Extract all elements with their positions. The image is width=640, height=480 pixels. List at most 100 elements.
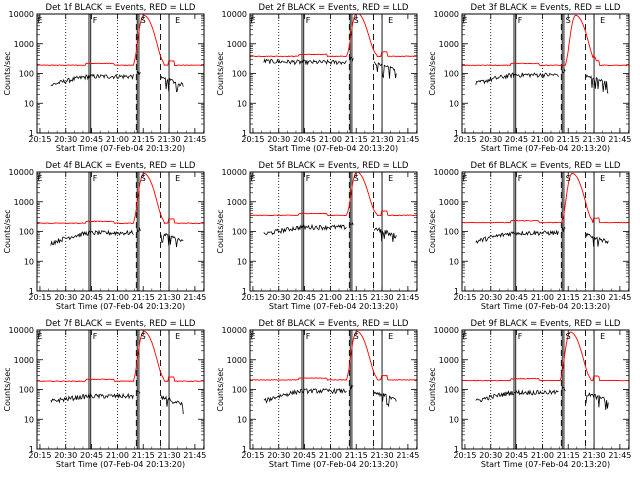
marker-label: E <box>175 332 180 341</box>
series-events-line <box>263 387 347 404</box>
series-events-line <box>349 384 354 390</box>
marker-label: S <box>141 174 146 183</box>
x-tick-label: 21:45 <box>183 451 206 460</box>
x-tick-label: 20:15 <box>28 451 51 460</box>
x-tick-label: 20:45 <box>293 293 316 302</box>
plot-area <box>462 14 629 133</box>
y-tick-label: 1000 <box>14 198 34 207</box>
series-events-line <box>263 58 347 66</box>
marker-label: S <box>566 174 571 183</box>
marker-label: E <box>600 174 605 183</box>
x-tick-label: 21:00 <box>531 293 554 302</box>
y-tick-label: 1 <box>242 445 247 454</box>
y-axis-label: Counts/sec <box>216 51 225 95</box>
series-events-line <box>373 226 397 243</box>
marker-label: F <box>518 174 523 183</box>
panel-title: Det 2f BLACK = Events, RED = LLD <box>259 3 409 13</box>
y-tick-label: 100 <box>444 386 459 395</box>
series-events-line <box>160 395 184 415</box>
x-axis-label: Start Time (07-Feb-04 20:13:20) <box>56 302 185 311</box>
x-tick-label: 21:45 <box>183 135 206 144</box>
plot-frame <box>461 171 630 292</box>
marker-label: E <box>250 16 255 25</box>
plot-area <box>462 172 629 291</box>
y-tick-label: 1000 <box>227 40 247 49</box>
x-tick-label: 21:45 <box>396 135 419 144</box>
y-tick-label: 10 <box>449 415 459 424</box>
x-tick-label: 20:30 <box>54 293 77 302</box>
marker-label: F <box>518 332 523 341</box>
y-tick-label: 10 <box>449 99 459 108</box>
plot-frame <box>36 329 205 450</box>
x-tick-label: 20:15 <box>241 293 264 302</box>
y-tick-label: 10000 <box>9 326 34 335</box>
x-tick-label: 20:15 <box>453 293 476 302</box>
y-tick-label: 100 <box>19 228 34 237</box>
marker-label: F <box>93 332 98 341</box>
y-axis-label: Counts/sec <box>3 209 12 253</box>
series-events-line <box>373 391 397 408</box>
plot-frame <box>36 13 205 134</box>
series-events-line <box>373 61 397 79</box>
plot-frame <box>36 171 205 292</box>
series-events-line <box>50 229 134 246</box>
chart-panel-2: Det 2f BLACK = Events, RED = LLD Counts/s… <box>216 3 419 153</box>
plot-frame <box>461 329 630 450</box>
marker-label: F <box>306 332 311 341</box>
y-tick-label: 10000 <box>222 326 247 335</box>
x-tick-label: 21:45 <box>183 293 206 302</box>
y-tick-label: 10000 <box>434 326 459 335</box>
panel-title: Det 1f BLACK = Events, RED = LLD <box>46 3 196 13</box>
series-events-line <box>585 74 609 94</box>
x-tick-label: 21:00 <box>106 451 129 460</box>
y-tick-label: 1 <box>29 445 34 454</box>
y-tick-label: 10000 <box>434 10 459 19</box>
x-tick-label: 21:15 <box>345 293 368 302</box>
series-events-line <box>349 222 354 225</box>
y-tick-label: 10 <box>237 257 247 266</box>
x-tick-label: 21:15 <box>345 135 368 144</box>
y-tick-label: 10 <box>237 99 247 108</box>
y-tick-label: 1000 <box>14 356 34 365</box>
series-lld-line <box>462 331 629 382</box>
series-events-line <box>136 227 141 233</box>
x-tick-label: 21:00 <box>531 135 554 144</box>
x-axis-label: Start Time (07-Feb-04 20:13:20) <box>481 460 610 469</box>
x-tick-label: 21:45 <box>396 451 419 460</box>
x-axis-label: Start Time (07-Feb-04 20:13:20) <box>481 302 610 311</box>
series-lld-line <box>250 330 417 381</box>
plot-frame <box>249 329 418 450</box>
x-axis-label: Start Time (07-Feb-04 20:13:20) <box>269 302 398 311</box>
y-tick-label: 100 <box>232 228 247 237</box>
marker-label: F <box>518 16 523 25</box>
x-tick-label: 21:45 <box>608 451 631 460</box>
marker-label: F <box>306 16 311 25</box>
plot-area <box>250 172 417 291</box>
panel-title: Det 8f BLACK = Events, RED = LLD <box>259 319 409 329</box>
plot-area <box>37 14 204 133</box>
x-tick-label: 20:30 <box>479 135 502 144</box>
series-lld-line <box>37 172 204 225</box>
marker-label: E <box>388 332 393 341</box>
y-tick-label: 1 <box>29 287 34 296</box>
series-lld-line <box>37 330 204 383</box>
series-events-line <box>50 392 134 404</box>
x-tick-label: 20:30 <box>479 293 502 302</box>
marker-label: F <box>306 174 311 183</box>
x-tick-label: 21:30 <box>583 451 606 460</box>
x-tick-label: 20:45 <box>293 135 316 144</box>
x-axis-label: Start Time (07-Feb-04 20:13:20) <box>269 144 398 153</box>
x-tick-label: 20:45 <box>505 451 528 460</box>
x-tick-label: 21:15 <box>557 293 580 302</box>
x-tick-label: 20:45 <box>505 135 528 144</box>
x-tick-label: 20:30 <box>267 135 290 144</box>
y-tick-label: 10 <box>237 415 247 424</box>
x-tick-label: 21:30 <box>371 293 394 302</box>
x-tick-label: 21:45 <box>396 293 419 302</box>
marker-label: S <box>354 16 359 25</box>
chart-panel-4: Det 4f BLACK = Events, RED = LLD Counts/s… <box>3 161 206 311</box>
x-tick-label: 20:15 <box>241 135 264 144</box>
series-events-line <box>50 73 134 86</box>
marker-label: E <box>462 16 467 25</box>
marker-label: E <box>600 16 605 25</box>
